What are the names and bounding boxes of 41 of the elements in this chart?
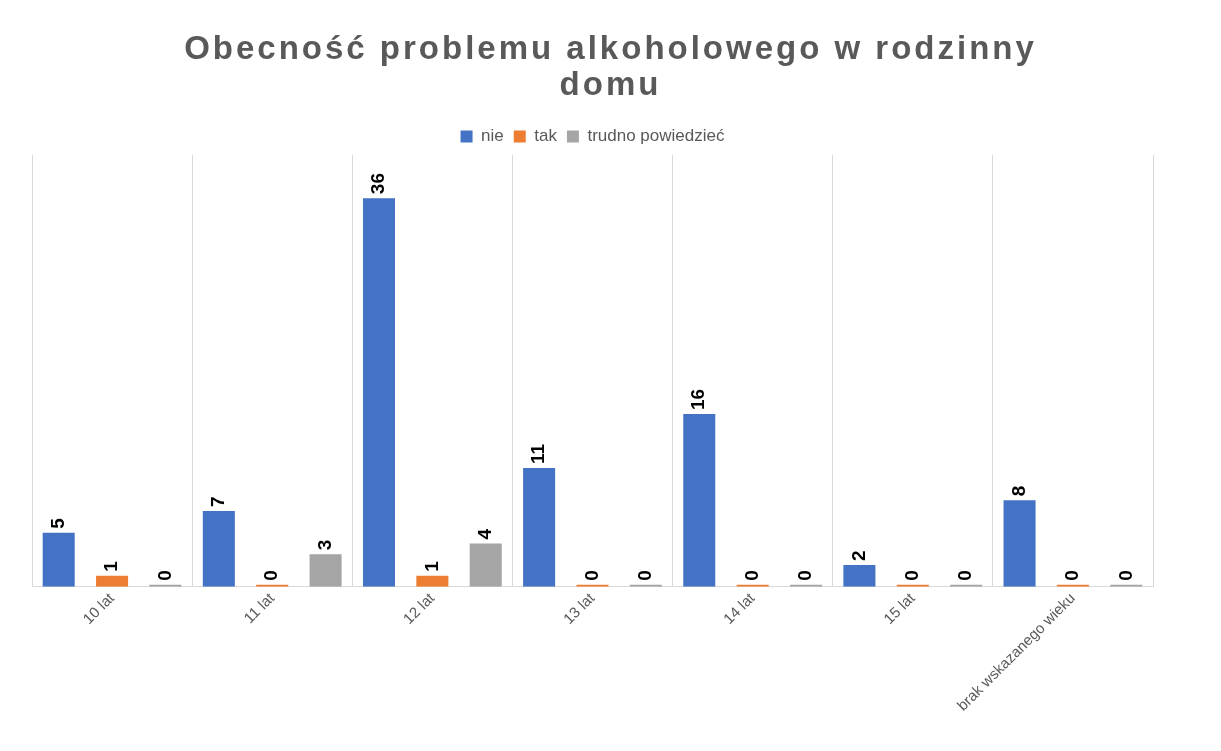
- legend-label: trudno powiedzieć: [587, 126, 725, 146]
- x-tick-label: 12 lat: [399, 588, 438, 628]
- data-label: 0: [954, 570, 976, 581]
- data-label: 4: [473, 528, 495, 540]
- data-label: 8: [1007, 485, 1029, 497]
- data-label: 36: [367, 173, 389, 195]
- bar: [416, 575, 449, 587]
- data-label: 0: [580, 570, 602, 581]
- data-label: 16: [687, 388, 709, 410]
- bar: [843, 565, 876, 587]
- bar: [96, 575, 129, 587]
- bar: [683, 414, 716, 587]
- bar: [202, 511, 235, 587]
- x-tick-label: 13 lat: [559, 588, 599, 628]
- data-label: 0: [634, 570, 656, 581]
- data-label: 0: [153, 570, 175, 581]
- data-label: 11: [527, 443, 549, 464]
- legend-label: tak: [534, 126, 558, 146]
- bar: [42, 532, 75, 587]
- data-label: 0: [740, 570, 762, 581]
- data-label: 0: [1061, 570, 1083, 581]
- data-label: 3: [313, 539, 335, 551]
- bar: [1003, 500, 1036, 587]
- bar: [523, 467, 556, 587]
- legend-label: nie: [481, 126, 504, 146]
- data-label: 0: [260, 570, 282, 581]
- data-label: 0: [901, 570, 923, 581]
- x-tick-label: 14 lat: [719, 588, 759, 628]
- x-tick-label: 11 lat: [240, 588, 278, 627]
- chart-title: Obecność problemu alkoholowego w rodzinny domu: [183, 29, 1038, 102]
- data-label: 2: [847, 550, 869, 562]
- data-label: 1: [420, 560, 442, 572]
- bar: [309, 554, 342, 587]
- bar: [469, 543, 502, 587]
- data-label: 0: [1114, 570, 1136, 581]
- data-label: 7: [207, 496, 229, 508]
- data-label: 0: [794, 570, 816, 581]
- data-label: 5: [46, 517, 68, 529]
- x-tick-label: 15 lat: [879, 588, 919, 628]
- data-label: 1: [100, 560, 122, 572]
- x-tick-label: 10 lat: [79, 588, 118, 628]
